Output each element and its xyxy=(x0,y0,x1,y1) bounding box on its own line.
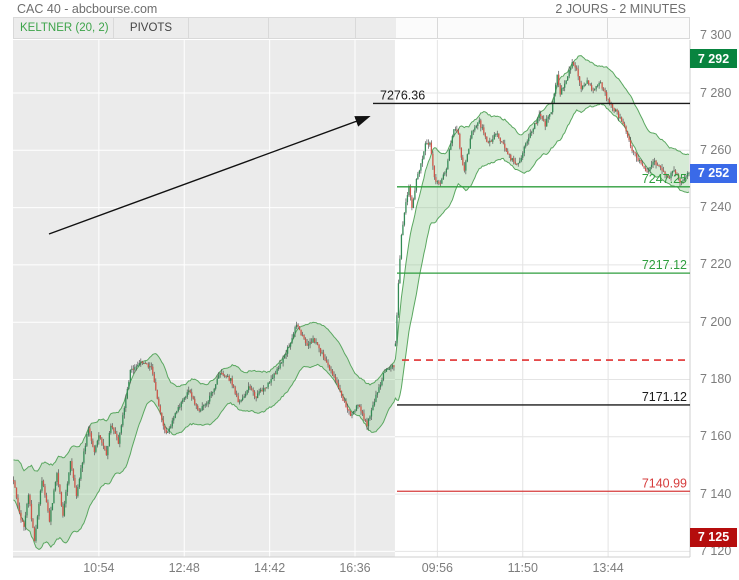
tab-cell xyxy=(438,18,524,38)
y-axis-tick: 7 220 xyxy=(700,257,732,272)
svg-text:12:48: 12:48 xyxy=(169,561,200,575)
previous-session-background xyxy=(13,40,395,557)
gridlines xyxy=(13,40,690,557)
y-axis-tick: 7 200 xyxy=(700,314,732,329)
header: CAC 40 - abcbourse.com 2 JOURS - 2 MINUT… xyxy=(0,0,739,17)
tab-cell xyxy=(269,18,356,38)
price-badge-last-price: 7 252 xyxy=(690,163,737,183)
x-axis-labels: 10:54 12:48 14:42 16:36 09:56 11:50 13:44 xyxy=(83,561,624,575)
svg-text:7247.25: 7247.25 xyxy=(642,172,687,186)
y-axis-tick: 7 280 xyxy=(700,85,732,100)
price-badge-session-low: 7 125 xyxy=(690,527,737,547)
tab-keltner[interactable]: KELTNER (20, 2) xyxy=(14,18,114,38)
svg-text:7171.12: 7171.12 xyxy=(642,390,687,404)
y-axis-tick: 7 120 xyxy=(700,543,732,558)
y-axis-tick: 7 160 xyxy=(700,429,732,444)
y-axis-tick: 7 260 xyxy=(700,142,732,157)
svg-text:09:56: 09:56 xyxy=(422,561,453,575)
tab-cell xyxy=(189,18,269,38)
svg-text:14:42: 14:42 xyxy=(254,561,285,575)
svg-text:7217.12: 7217.12 xyxy=(642,258,687,272)
pivot-levels: 7276.36 7247.25 7217.12 7171.12 7140.99 xyxy=(373,88,690,492)
price-chart-canvas[interactable]: 7276.36 7247.25 7217.12 7171.12 7140.99 10:54… xyxy=(0,40,739,580)
chart-title: CAC 40 - abcbourse.com xyxy=(17,2,158,16)
svg-text:7140.99: 7140.99 xyxy=(642,476,687,490)
y-axis-tick: 7 180 xyxy=(700,372,732,386)
svg-text:16:36: 16:36 xyxy=(339,561,370,575)
y-axis-tick: 7 140 xyxy=(700,486,732,501)
tab-cell xyxy=(524,18,608,38)
candlesticks xyxy=(13,59,690,543)
trend-arrow xyxy=(48,116,371,235)
tab-cell xyxy=(608,18,689,38)
y-axis-tick: 7 240 xyxy=(700,200,732,215)
svg-text:11:50: 11:50 xyxy=(508,561,538,575)
y-axis-tick: 7 300 xyxy=(700,28,732,43)
svg-text:10:54: 10:54 xyxy=(83,561,114,575)
tab-cell xyxy=(356,18,438,38)
tab-pivots[interactable]: PIVOTS xyxy=(114,18,189,38)
y-axis: 7 300 7 280 7 260 7 240 7 220 7 200 7 180 7 160… xyxy=(690,0,739,580)
timeframe-label: 2 JOURS - 2 MINUTES xyxy=(555,2,686,16)
svg-text:7276.36: 7276.36 xyxy=(380,88,425,102)
price-badge-session-high: 7 292 xyxy=(690,49,737,69)
svg-text:13:44: 13:44 xyxy=(592,561,623,575)
indicator-tab-strip: KELTNER (20, 2) PIVOTS xyxy=(13,17,690,39)
